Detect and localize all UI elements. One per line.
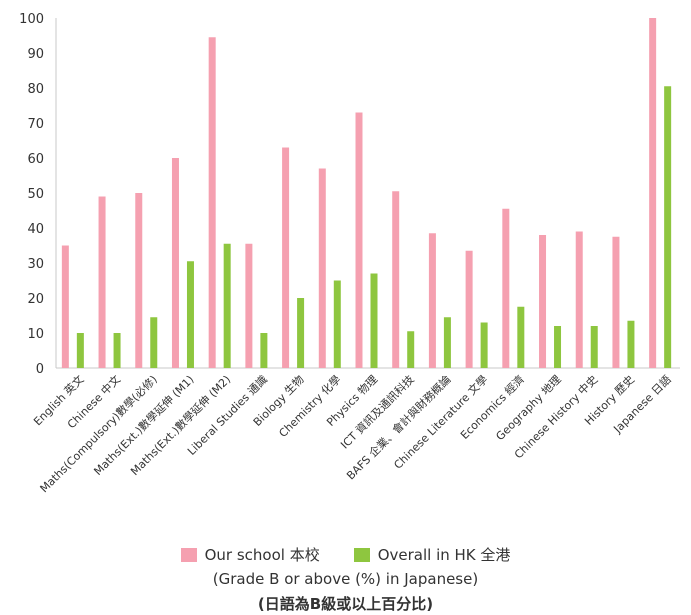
bar-overall-hk	[627, 320, 635, 368]
bar-overall-hk	[150, 317, 158, 368]
bar-overall-hk	[76, 333, 84, 368]
bar-overall-hk	[590, 326, 598, 368]
x-tick-label: Economics 經濟	[457, 372, 527, 442]
y-tick-label: 20	[27, 292, 44, 307]
legend-swatch-our-school	[180, 547, 197, 562]
bar-our-school	[502, 208, 510, 368]
bar-overall-hk	[113, 333, 121, 368]
y-tick-label: 100	[19, 12, 44, 27]
legend-swatch-overall-hk	[353, 547, 370, 562]
bar-our-school	[61, 245, 69, 368]
bar-our-school	[318, 168, 326, 368]
y-tick-label: 50	[27, 187, 44, 202]
bar-overall-hk	[517, 306, 525, 368]
chart-caption-chinese: (日語為B級或以上百分比)	[257, 595, 434, 613]
y-tick-label: 0	[36, 362, 44, 377]
bar-our-school	[575, 231, 583, 368]
bar-our-school	[135, 193, 143, 368]
bar-our-school	[208, 37, 216, 368]
legend-item-our-school: Our school 本校	[180, 544, 320, 565]
bar-our-school	[392, 191, 400, 368]
bar-overall-hk	[480, 322, 488, 368]
y-tick-label: 60	[27, 152, 44, 167]
legend-label-our-school: Our school 本校	[204, 546, 320, 564]
y-tick-label: 90	[27, 47, 44, 62]
bar-overall-hk	[370, 273, 378, 368]
bar-our-school	[245, 243, 253, 368]
y-tick-label: 30	[27, 257, 44, 272]
bar-our-school	[282, 147, 290, 368]
bar-overall-hk	[664, 86, 672, 368]
bar-our-school	[612, 236, 620, 368]
bar-our-school	[355, 112, 363, 368]
y-tick-label: 80	[27, 82, 44, 97]
bar-our-school	[98, 196, 106, 368]
bar-our-school	[539, 235, 547, 368]
y-tick-label: 70	[27, 117, 44, 132]
bar-overall-hk	[443, 317, 451, 368]
chart-caption: (Grade B or above (%) in Japanese)	[212, 570, 479, 588]
x-tick-label: Chemistry 化學	[276, 372, 344, 440]
bar-overall-hk	[260, 333, 268, 368]
y-tick-label: 10	[27, 327, 44, 342]
bar-our-school	[428, 233, 436, 368]
legend-item-overall-hk: Overall in HK 全港	[353, 544, 511, 565]
bar-overall-hk	[554, 326, 562, 368]
bar-overall-hk	[333, 280, 341, 368]
bar-overall-hk	[223, 243, 231, 368]
bar-our-school	[465, 250, 473, 368]
bar-our-school	[649, 18, 657, 368]
legend-label-overall-hk: Overall in HK 全港	[377, 546, 511, 564]
x-tick-label: Geography 地理	[493, 373, 563, 443]
bar-overall-hk	[407, 331, 415, 368]
bar-overall-hk	[297, 298, 305, 368]
bar-our-school	[171, 158, 179, 368]
bar-overall-hk	[186, 261, 194, 368]
legend: Our school 本校 Overall in HK 全港	[0, 544, 691, 565]
y-tick-label: 40	[27, 222, 44, 237]
